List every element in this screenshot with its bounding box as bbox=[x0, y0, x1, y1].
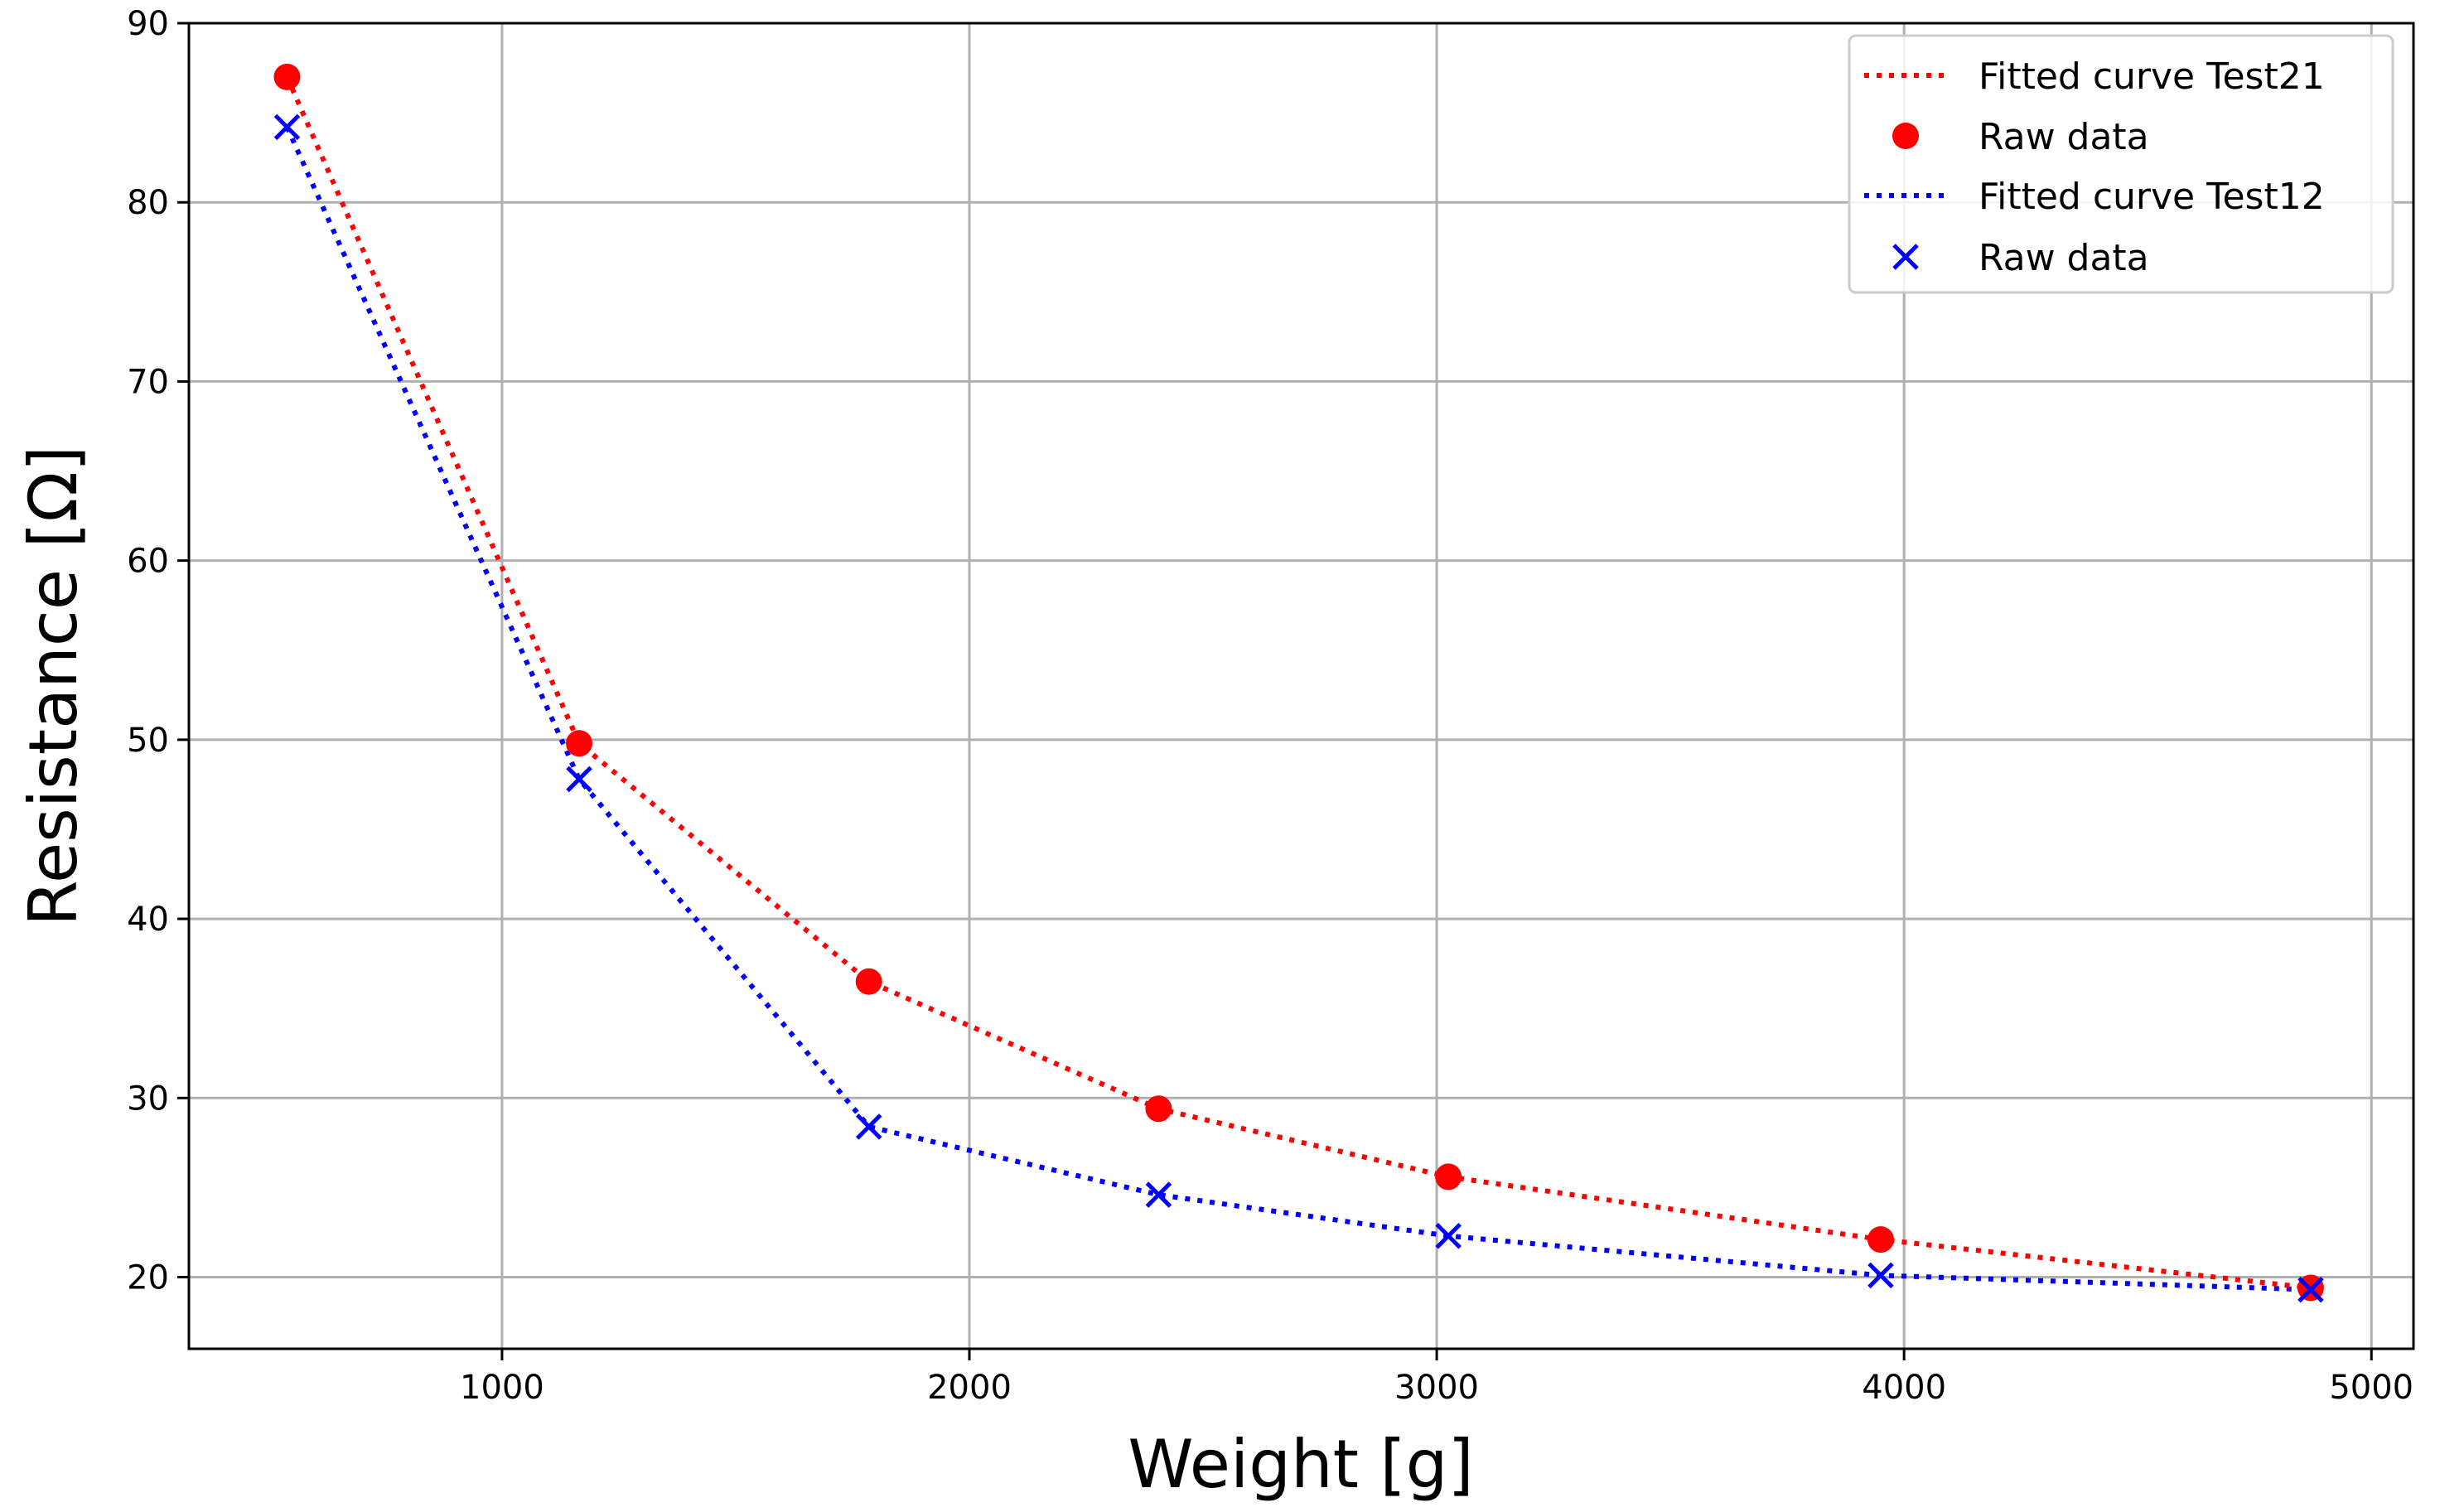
y-tick-label: 90 bbox=[127, 5, 169, 43]
x-tick-label: 1000 bbox=[460, 1369, 544, 1407]
y-tick-label: 40 bbox=[127, 901, 169, 939]
data-point-test21 bbox=[1435, 1163, 1462, 1191]
x-tick-label: 4000 bbox=[1862, 1369, 1946, 1407]
data-point-test21 bbox=[1867, 1226, 1894, 1254]
y-tick-label: 30 bbox=[127, 1080, 169, 1118]
y-tick-label: 70 bbox=[127, 363, 169, 401]
x-axis-label: Weight [g] bbox=[1128, 1426, 1473, 1503]
legend-label-test21-raw: Raw data bbox=[1979, 116, 2149, 158]
plot-frame bbox=[187, 22, 2415, 1350]
y-tick-label: 50 bbox=[127, 722, 169, 760]
y-tick-label: 20 bbox=[127, 1259, 169, 1297]
legend-marker-test21 bbox=[1892, 123, 1919, 149]
data-point-test12 bbox=[1145, 1181, 1172, 1208]
legend: Fitted curve Test21 Raw data Fitted curv… bbox=[1848, 34, 2394, 294]
data-point-test21 bbox=[1145, 1095, 1172, 1123]
legend-box bbox=[1848, 34, 2394, 294]
y-tick-label: 80 bbox=[127, 184, 169, 222]
data-point-test12 bbox=[566, 766, 592, 793]
data-point-test12 bbox=[273, 114, 301, 141]
tick-labels: 1000 2000 3000 4000 5000 20 30 40 50 60 70 80 90 bbox=[127, 5, 2413, 1407]
y-tick-label: 60 bbox=[127, 543, 169, 581]
ticks bbox=[177, 22, 2373, 1360]
x-tick-label: 3000 bbox=[1394, 1369, 1479, 1407]
series-markers bbox=[273, 63, 2324, 1303]
data-point-test21 bbox=[566, 730, 593, 757]
x-tick-label: 2000 bbox=[927, 1369, 1012, 1407]
x-tick-label: 5000 bbox=[2329, 1369, 2413, 1407]
data-point-test12 bbox=[2297, 1276, 2324, 1303]
legend-marker-test12 bbox=[1892, 244, 1919, 270]
data-point-test21 bbox=[273, 63, 301, 90]
data-point-test21 bbox=[855, 968, 882, 995]
data-point-test12 bbox=[855, 1113, 882, 1140]
legend-label-test21-fit: Fitted curve Test21 bbox=[1979, 56, 2325, 98]
data-point-test12 bbox=[1867, 1262, 1894, 1289]
y-axis-label: Resistance [Ω] bbox=[15, 446, 92, 926]
legend-label-test12-fit: Fitted curve Test12 bbox=[1979, 176, 2325, 218]
data-point-test12 bbox=[1435, 1223, 1462, 1249]
grid bbox=[189, 22, 2413, 1349]
legend-label-test12-raw: Raw data bbox=[1979, 237, 2149, 279]
